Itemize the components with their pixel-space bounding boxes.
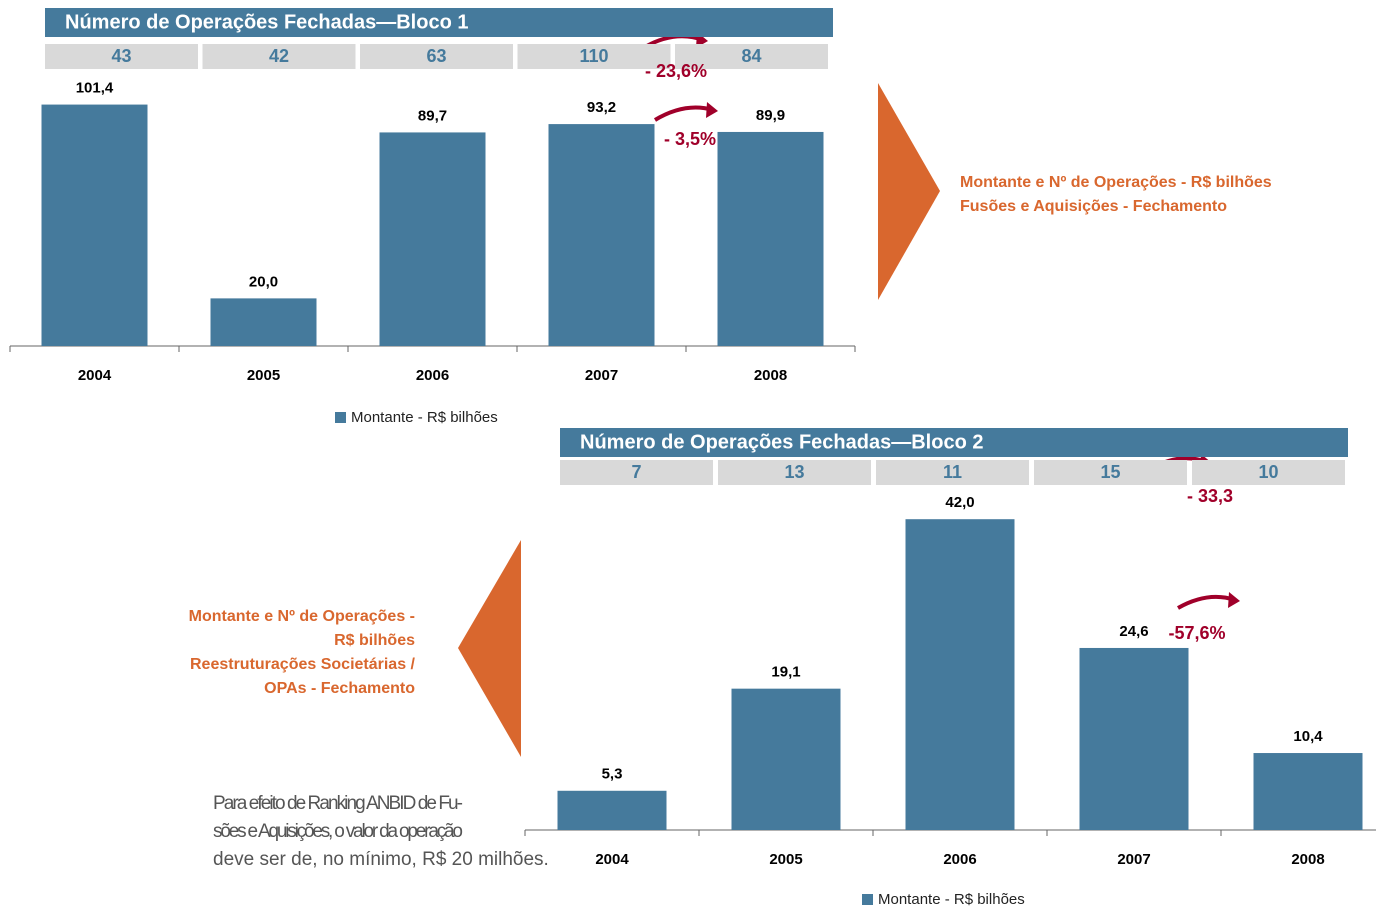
pointer-right (878, 83, 940, 300)
caption: Montante e Nº de Operações - (189, 608, 415, 625)
value-label: 20,0 (249, 273, 278, 290)
value-label: 5,3 (602, 766, 623, 783)
bar (41, 104, 148, 346)
count-box (45, 44, 198, 69)
arrow-head (706, 102, 718, 118)
bar (548, 124, 655, 346)
bar (557, 790, 667, 830)
count: 13 (784, 462, 804, 482)
header: Número de Operações Fechadas—Bloco 2 (580, 431, 983, 453)
bar (1253, 753, 1363, 830)
x-tick-label: 2004 (78, 367, 112, 384)
value-label: 89,9 (756, 107, 785, 124)
annotation: - 3,5% (664, 129, 716, 149)
count: 11 (943, 462, 962, 482)
count: 43 (111, 46, 131, 66)
caption: Reestruturações Societárias / (190, 656, 416, 673)
value-label: 42,0 (945, 494, 974, 511)
bar (731, 688, 841, 830)
header-bar (560, 428, 1348, 457)
annotation: -57,6% (1168, 623, 1225, 643)
x-tick-label: 2004 (595, 851, 629, 868)
count-box (675, 44, 828, 69)
count-box (718, 460, 871, 485)
header-bar (45, 8, 833, 37)
legend-swatch (335, 412, 346, 423)
value-label: 93,2 (587, 99, 616, 116)
x-tick-label: 2006 (943, 851, 976, 868)
x-tick-label: 2007 (585, 367, 618, 384)
count-box (560, 460, 713, 485)
footnote: deve ser de, no mínimo, R$ 20 milhões. (213, 849, 549, 870)
value-label: 89,7 (418, 107, 447, 124)
value-label: 19,1 (771, 664, 800, 681)
count: 110 (579, 46, 608, 66)
count-box (202, 44, 356, 69)
footnote: Para efeito de Ranking ANBID de Fu- (213, 793, 463, 814)
count: 15 (1100, 462, 1120, 482)
bar (379, 132, 486, 346)
pointer-left (458, 540, 521, 757)
value-label: 101,4 (76, 80, 114, 97)
arrow-head (1228, 592, 1240, 608)
caption: OPAs - Fechamento (264, 680, 415, 697)
x-tick-label: 2007 (1117, 851, 1150, 868)
count: 10 (1258, 462, 1278, 482)
caption: Montante e Nº de Operações - R$ bilhões (960, 174, 1272, 191)
caption: Fusões e Aquisições - Fechamento (960, 198, 1227, 215)
legend-label: Montante - R$ bilhões (878, 891, 1025, 908)
caption: R$ bilhões (334, 632, 415, 649)
arrow (653, 105, 714, 122)
annotation: - 23,6% (645, 61, 707, 81)
count-box (360, 44, 513, 69)
count-box (1034, 460, 1187, 485)
value-label: 10,4 (1293, 728, 1323, 745)
count: 42 (269, 46, 289, 66)
value-label: 24,6 (1119, 623, 1148, 640)
bar (905, 519, 1015, 830)
footnote: sões e Aquisições, o valor da operação (213, 821, 463, 842)
bar (1079, 647, 1189, 830)
x-tick-label: 2005 (769, 851, 802, 868)
bar (210, 298, 317, 346)
annotation: - 33,3 (1187, 486, 1233, 506)
count-box (517, 44, 671, 69)
x-tick-label: 2005 (247, 367, 280, 384)
x-tick-label: 2008 (754, 367, 787, 384)
header: Número de Operações Fechadas—Bloco 1 (65, 11, 468, 33)
count: 84 (741, 46, 761, 66)
count-box (876, 460, 1029, 485)
count: 7 (631, 462, 641, 482)
count: 63 (426, 46, 446, 66)
x-tick-label: 2006 (416, 367, 449, 384)
bar (717, 131, 824, 346)
arrow (1177, 594, 1236, 610)
x-tick-label: 2008 (1291, 851, 1324, 868)
legend-swatch (862, 894, 873, 905)
legend-label: Montante - R$ bilhões (351, 409, 498, 426)
count-box (1192, 460, 1345, 485)
